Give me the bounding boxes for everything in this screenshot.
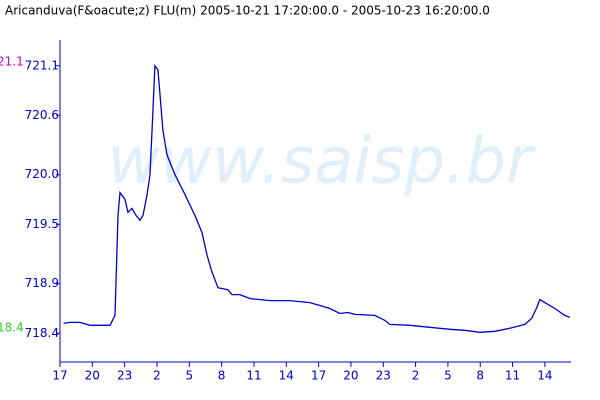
x-tick-label: 23 <box>376 369 391 383</box>
x-tick-label: 14 <box>537 369 552 383</box>
x-tick-label: 5 <box>444 369 452 383</box>
x-tick-label: 2 <box>153 369 161 383</box>
data-line <box>63 63 571 333</box>
x-tick-label: 11 <box>505 369 520 383</box>
x-tick-label: 17 <box>311 369 326 383</box>
x-tick-label: 5 <box>185 369 193 383</box>
x-tick-label: 8 <box>476 369 484 383</box>
x-tick-label: 23 <box>117 369 132 383</box>
watermark: www.saisp.br <box>108 125 537 199</box>
x-tick-label: 8 <box>218 369 226 383</box>
x-tick-label: 17 <box>52 369 67 383</box>
y-tick-label: 718.4 <box>25 326 59 340</box>
max-label: 21.1 <box>0 55 24 69</box>
y-tick-label: 719.5 <box>25 217 59 231</box>
x-tick-label: 11 <box>246 369 261 383</box>
y-tick-label: 720.0 <box>25 167 59 181</box>
x-tick-label: 20 <box>85 369 100 383</box>
x-tick-label: 14 <box>279 369 294 383</box>
min-label: 18.4 <box>0 321 24 335</box>
x-tick-label: 20 <box>343 369 358 383</box>
y-tick-label: 721.1 <box>25 58 59 72</box>
y-tick-label: 718.9 <box>25 276 59 290</box>
x-tick-label: 2 <box>412 369 420 383</box>
y-tick-label: 720.6 <box>25 108 59 122</box>
chart-title: Aricanduva(F&oacute;z) FLU(m) 2005-10-21… <box>5 4 490 18</box>
